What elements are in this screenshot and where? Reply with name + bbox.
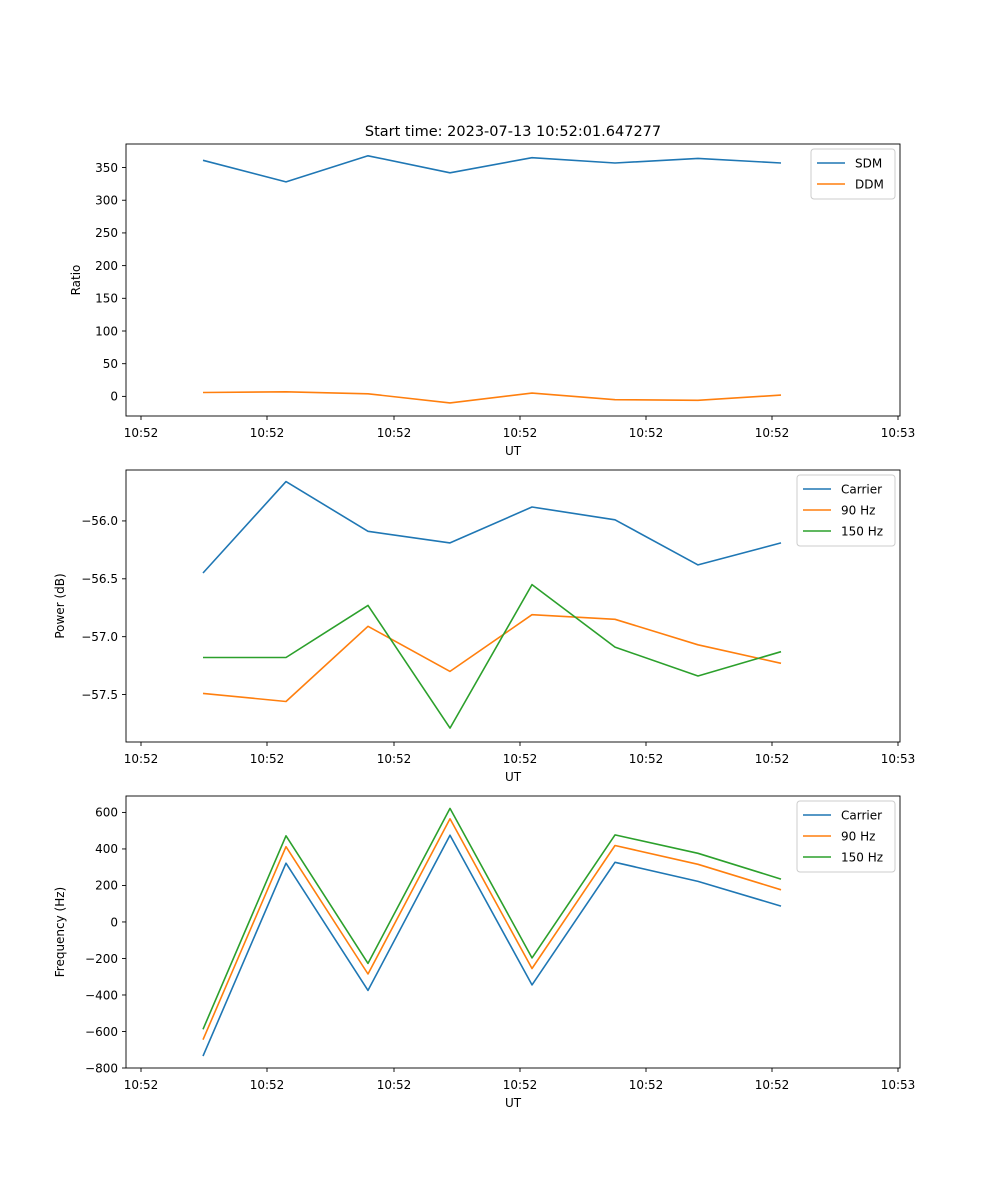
x-tick-label: 10:52 bbox=[755, 426, 790, 440]
series-line-150-hz bbox=[202, 807, 782, 1030]
legend-label: 150 Hz bbox=[841, 524, 883, 538]
legend-box bbox=[796, 800, 896, 873]
y-tick-label: 200 bbox=[95, 259, 118, 273]
x-tick-label: 10:52 bbox=[250, 752, 285, 766]
axes-frame bbox=[125, 469, 901, 743]
legend-label: 150 Hz bbox=[841, 850, 883, 864]
x-tick-label: 10:52 bbox=[250, 1078, 285, 1092]
legend: SDM DDM bbox=[810, 148, 896, 200]
series-line-90-hz bbox=[202, 613, 782, 703]
y-tick-label: −57.0 bbox=[81, 630, 118, 644]
x-tick-label: 10:52 bbox=[377, 1078, 412, 1092]
y-axis-label: Frequency (Hz) bbox=[53, 887, 67, 978]
legend-box bbox=[810, 148, 896, 200]
x-tick-label: 10:52 bbox=[503, 752, 538, 766]
y-tick-label: −600 bbox=[85, 1025, 118, 1039]
legend: Carrier 90 Hz 150 Hz bbox=[796, 474, 896, 547]
series-line-carrier bbox=[202, 480, 782, 574]
series-line-150-hz bbox=[203, 583, 782, 729]
legend-box bbox=[796, 474, 896, 547]
y-tick-label: 0 bbox=[110, 390, 118, 404]
x-tick-label: 10:52 bbox=[377, 426, 412, 440]
y-tick-label: 200 bbox=[95, 879, 118, 893]
y-tick-label: 150 bbox=[95, 292, 118, 306]
series-line-sdm bbox=[202, 155, 782, 183]
x-axis-label: UT bbox=[505, 770, 522, 784]
y-tick-label: 600 bbox=[95, 806, 118, 820]
x-tick-label: 10:52 bbox=[124, 1078, 159, 1092]
legend-label: Carrier bbox=[841, 482, 882, 496]
legend-label: DDM bbox=[855, 177, 884, 191]
x-tick-label: 10:52 bbox=[503, 1078, 538, 1092]
x-tick-label: 10:52 bbox=[503, 426, 538, 440]
chart-panel-3: 10:52 10:52 10:52 10:52 10:52 10:52 10:53 600 40… bbox=[53, 795, 916, 1110]
x-tick-label: 10:53 bbox=[881, 426, 916, 440]
x-tick-label: 10:52 bbox=[124, 752, 159, 766]
x-tick-label: 10:53 bbox=[881, 752, 916, 766]
x-tick-label: 10:52 bbox=[755, 752, 790, 766]
legend: Carrier 90 Hz 150 Hz bbox=[796, 800, 896, 873]
y-axis-label: Ratio bbox=[69, 265, 83, 296]
y-tick-label: −800 bbox=[85, 1061, 118, 1075]
x-tick-label: 10:52 bbox=[629, 1078, 664, 1092]
x-tick-label: 10:53 bbox=[881, 1078, 916, 1092]
chart-panel-1: 10:52 10:52 10:52 10:52 10:52 10:52 10:53 0 50 10… bbox=[69, 143, 916, 458]
series-line-ddm bbox=[202, 390, 782, 404]
y-tick-label: 300 bbox=[95, 194, 118, 208]
legend-label: 90 Hz bbox=[841, 829, 875, 843]
axes-frame bbox=[125, 143, 901, 417]
legend-label: Carrier bbox=[841, 808, 882, 822]
x-tick-label: 10:52 bbox=[124, 426, 159, 440]
x-axis-label: UT bbox=[505, 444, 522, 458]
x-tick-label: 10:52 bbox=[629, 426, 664, 440]
y-tick-label: −56.5 bbox=[81, 572, 118, 586]
y-tick-label: 50 bbox=[103, 357, 118, 371]
x-axis-label: UT bbox=[505, 1096, 522, 1110]
series-line-carrier bbox=[202, 834, 782, 1057]
chart-panel-2: 10:52 10:52 10:52 10:52 10:52 10:52 10:53 −56.0… bbox=[53, 469, 916, 784]
y-tick-label: −400 bbox=[85, 988, 118, 1002]
y-tick-label: −200 bbox=[85, 952, 118, 966]
y-axis-label: Power (dB) bbox=[53, 573, 67, 638]
y-tick-label: 400 bbox=[95, 842, 118, 856]
x-tick-label: 10:52 bbox=[755, 1078, 790, 1092]
x-tick-label: 10:52 bbox=[629, 752, 664, 766]
y-tick-label: 0 bbox=[110, 915, 118, 929]
panels: 10:52 10:52 10:52 10:52 10:52 10:52 10:53 0 50 10… bbox=[53, 143, 916, 1110]
axes-frame bbox=[125, 795, 901, 1069]
y-tick-label: 100 bbox=[95, 324, 118, 338]
y-tick-label: −56.0 bbox=[81, 514, 118, 528]
figure-title: Start time: 2023-07-13 10:52:01.647277 bbox=[365, 124, 661, 140]
legend-label: 90 Hz bbox=[841, 503, 875, 517]
y-tick-label: 350 bbox=[95, 161, 118, 175]
y-tick-label: 250 bbox=[95, 226, 118, 240]
legend-label: SDM bbox=[855, 156, 882, 170]
x-tick-label: 10:52 bbox=[377, 752, 412, 766]
series-line-90-hz bbox=[202, 817, 782, 1041]
x-tick-label: 10:52 bbox=[250, 426, 285, 440]
y-tick-label: −57.5 bbox=[81, 688, 118, 702]
